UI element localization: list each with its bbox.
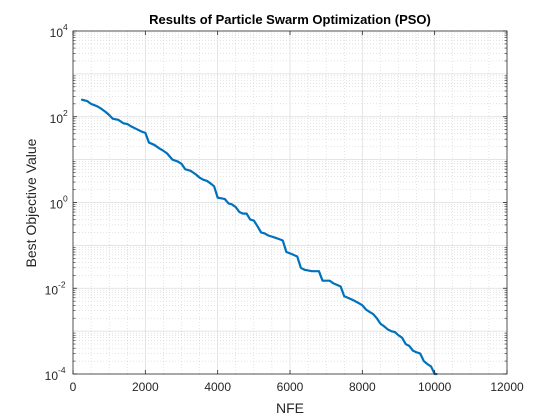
x-tick-label: 4000: [204, 380, 231, 394]
y-tick-label-exponent: -2: [58, 279, 66, 289]
y-tick-label-exponent: -4: [58, 365, 66, 375]
y-tick-label-base: 10: [45, 283, 59, 297]
best-objective-series-line: [80, 98, 438, 376]
y-axis-label: Best Objective Value: [23, 138, 39, 267]
x-tick-label: 2000: [132, 380, 159, 394]
chart-title: Results of Particle Swarm Optimization (…: [149, 12, 431, 27]
y-tick-label-base: 10: [50, 112, 64, 126]
x-tick-label: 6000: [277, 380, 304, 394]
y-tick-label-exponent: 0: [63, 194, 68, 204]
x-tick-label: 8000: [349, 380, 376, 394]
x-tick-label: 10000: [418, 380, 452, 394]
x-tick-label: 0: [70, 380, 77, 394]
y-tick-label-exponent: 4: [63, 22, 68, 32]
y-tick-label-base: 10: [45, 369, 59, 383]
x-axis-label: NFE: [276, 400, 304, 416]
series-layer: [80, 98, 438, 376]
x-tick-label: 12000: [490, 380, 524, 394]
y-tick-label-base: 10: [50, 26, 64, 40]
grid: [73, 31, 507, 374]
y-tick-label-exponent: 2: [63, 108, 68, 118]
y-tick-label-base: 10: [50, 198, 64, 212]
